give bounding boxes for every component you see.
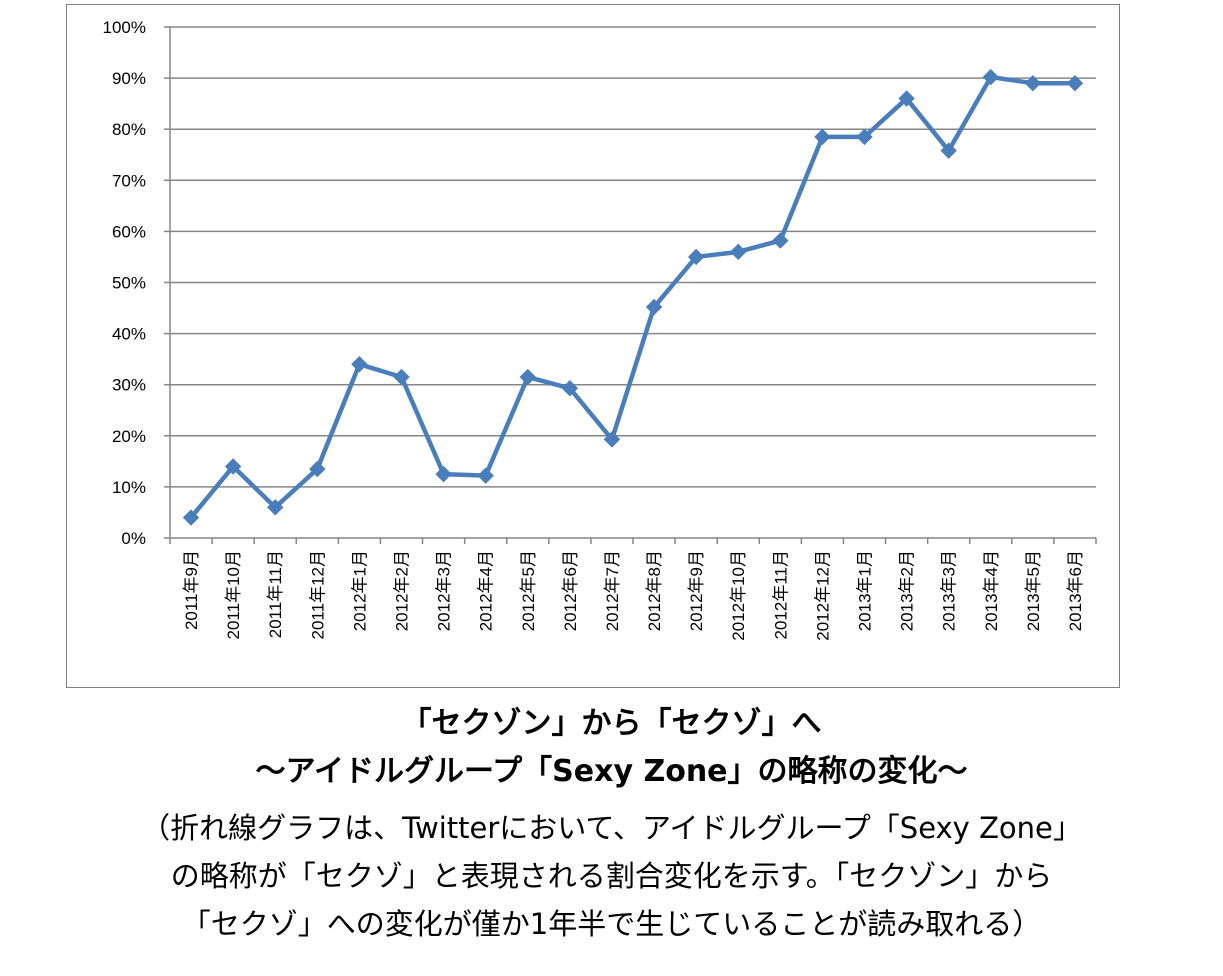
- x-tick-label: 2012年11月: [771, 550, 790, 639]
- x-tick-label: 2012年7月: [603, 550, 622, 631]
- y-tick-label: 50%: [112, 274, 146, 293]
- data-point-marker: [982, 68, 999, 86]
- data-point-marker: [1066, 75, 1084, 92]
- x-tick-label: 2012年9月: [687, 550, 706, 631]
- chart-frame: 0% 10% 20% 30% 40% 50% 60% 70% 80% 90% 100% 2011年9月…: [66, 4, 1120, 688]
- x-tick-label: 2013年4月: [982, 550, 1001, 631]
- caption-title-line-1: 「セクゾン」から「セクゾ」へ: [401, 706, 822, 741]
- caption-description-line-3: 「セクゾ」への変化が僅か1年半で生じていることが読み取れる）: [181, 907, 1042, 941]
- data-point-marker: [603, 431, 621, 448]
- data-point-marker: [519, 368, 536, 386]
- data-point-marker: [182, 509, 200, 526]
- y-tick-label: 10%: [112, 478, 146, 497]
- y-tick-label: 30%: [112, 376, 146, 395]
- data-point-marker: [814, 128, 831, 146]
- x-tick-label: 2012年4月: [477, 550, 496, 631]
- x-tick-label: 2012年12月: [813, 550, 832, 641]
- caption-description-line-2: の略称が「セクゾ」と表現される割合変化を示す。「セクゾン」から: [170, 859, 1053, 893]
- y-tick-label: 40%: [112, 325, 146, 344]
- x-tick-label: 2013年1月: [856, 550, 875, 631]
- data-point-marker: [856, 128, 873, 146]
- data-point-marker: [561, 380, 579, 397]
- data-point-marker: [898, 90, 915, 107]
- data-point-marker: [309, 460, 326, 478]
- x-tick-label: 2012年5月: [519, 550, 538, 631]
- caption-description-line-1: （折れ線グラフは、Twitterにおいて、アイドルグループ「Sexy Zone」: [141, 811, 1082, 845]
- data-point-marker: [940, 142, 957, 159]
- line-chart: 0% 10% 20% 30% 40% 50% 60% 70% 80% 90% 100% 2011年9月…: [103, 18, 1097, 641]
- x-tick-label: 2011年9月: [182, 550, 201, 630]
- data-point-marker: [435, 465, 452, 483]
- data-point-marker: [351, 356, 368, 373]
- y-tick-label: 70%: [112, 171, 146, 190]
- y-tick-label: 100%: [103, 18, 146, 37]
- data-point-marker: [1024, 75, 1042, 92]
- x-tick-label: 2012年3月: [435, 550, 454, 631]
- x-tick-label: 2012年8月: [645, 550, 664, 631]
- data-point-marker: [267, 499, 284, 516]
- data-point-marker: [645, 298, 663, 316]
- data-point-marker: [687, 248, 705, 266]
- x-tick-label: 2012年10月: [729, 550, 748, 641]
- data-point-marker: [477, 467, 494, 484]
- y-tick-label: 80%: [112, 120, 146, 139]
- x-tick-label: 2011年11月: [266, 550, 285, 638]
- x-tick-label: 2013年3月: [940, 550, 959, 631]
- y-tick-label: 20%: [112, 427, 146, 446]
- data-point-marker: [224, 458, 242, 475]
- x-tick-label: 2012年6月: [561, 550, 580, 631]
- x-tick-label: 2011年12月: [308, 550, 327, 639]
- y-tick-label: 60%: [112, 222, 146, 241]
- x-tick-label: 2012年2月: [393, 550, 412, 631]
- data-point-marker: [393, 368, 410, 386]
- data-point-marker: [730, 243, 747, 261]
- x-tick-label: 2012年1月: [350, 550, 369, 631]
- y-tick-label: 0%: [121, 529, 146, 548]
- x-tick-label: 2013年6月: [1066, 550, 1085, 631]
- x-tick-label: 2013年2月: [898, 550, 917, 631]
- caption-title-line-2: ～アイドルグループ「Sexy Zone」の略称の変化～: [255, 754, 968, 789]
- x-tick-label: 2013年5月: [1024, 550, 1043, 631]
- data-point-marker: [772, 232, 789, 249]
- series-line: [188, 74, 1078, 520]
- x-tick-label: 2011年10月: [224, 550, 243, 639]
- y-tick-label: 90%: [112, 69, 146, 88]
